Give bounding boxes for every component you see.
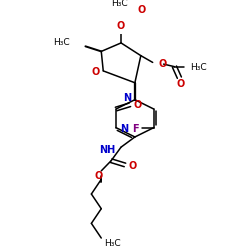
- Text: N: N: [120, 124, 128, 134]
- Text: O: O: [176, 80, 184, 90]
- Text: O: O: [94, 171, 102, 181]
- Text: O: O: [158, 59, 167, 69]
- Text: H₃C: H₃C: [104, 240, 121, 248]
- Text: F: F: [132, 124, 139, 134]
- Text: O: O: [129, 161, 137, 171]
- Text: NH: NH: [99, 145, 115, 155]
- Text: H₃C: H₃C: [190, 63, 207, 72]
- Text: O: O: [138, 5, 146, 15]
- Text: O: O: [134, 100, 142, 110]
- Text: O: O: [117, 21, 125, 31]
- Text: N: N: [123, 93, 131, 103]
- Text: H₃C: H₃C: [53, 38, 70, 48]
- Text: H₃C: H₃C: [111, 0, 128, 8]
- Text: O: O: [91, 67, 100, 77]
